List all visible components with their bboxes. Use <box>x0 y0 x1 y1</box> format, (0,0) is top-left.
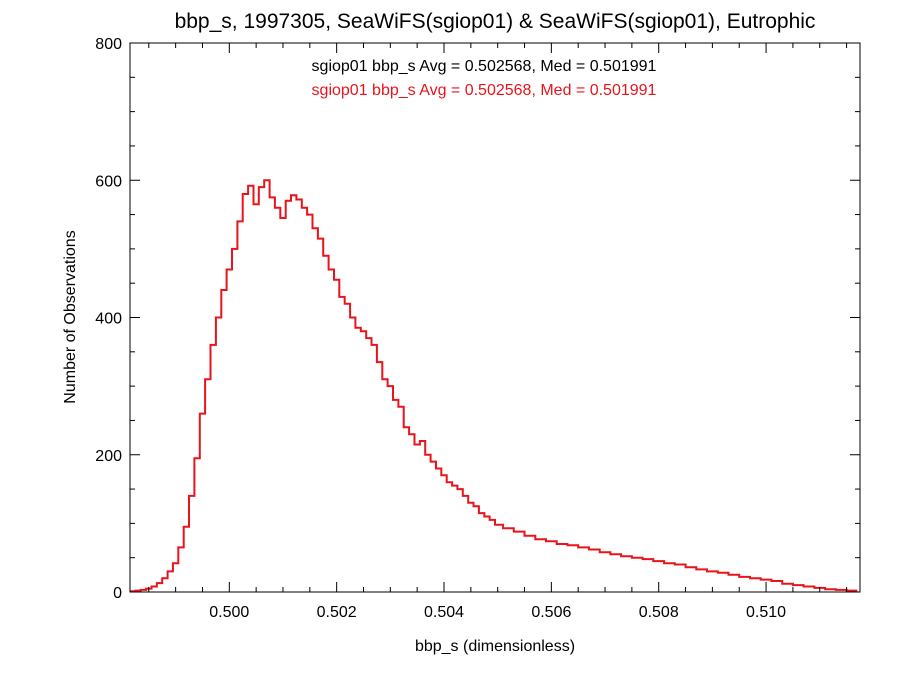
plot-frame <box>129 42 861 593</box>
axis-ticks: 0 200 400 600 800 0.500 0.502 0.504 0.506 0.508 0.… <box>95 36 860 621</box>
x-tick-label: 0.502 <box>317 604 357 621</box>
histogram-series-1 <box>130 179 858 593</box>
x-tick-label: 0.504 <box>424 604 464 621</box>
x-tick-label: 0.500 <box>209 604 249 621</box>
y-axis-label: Number of Observations <box>62 230 79 403</box>
legend-entry-2: sgiop01 bbp_s Avg = 0.502568, Med = 0.50… <box>312 82 657 99</box>
x-axis-label: bbp_s (dimensionless) <box>415 638 575 655</box>
x-tick-label: 0.508 <box>639 604 679 621</box>
y-tick-label: 600 <box>95 173 122 190</box>
y-tick-label: 800 <box>95 36 122 53</box>
chart-title: bbp_s, 1997305, SeaWiFS(sgiop01) & SeaWi… <box>175 10 816 33</box>
y-tick-label: 200 <box>95 448 122 465</box>
y-tick-label: 0 <box>113 585 122 602</box>
legend-entry-1: sgiop01 bbp_s Avg = 0.502568, Med = 0.50… <box>312 58 657 75</box>
x-tick-label: 0.506 <box>531 604 571 621</box>
plot-area <box>130 179 858 593</box>
y-tick-label: 400 <box>95 311 122 328</box>
x-tick-label: 0.510 <box>746 604 786 621</box>
